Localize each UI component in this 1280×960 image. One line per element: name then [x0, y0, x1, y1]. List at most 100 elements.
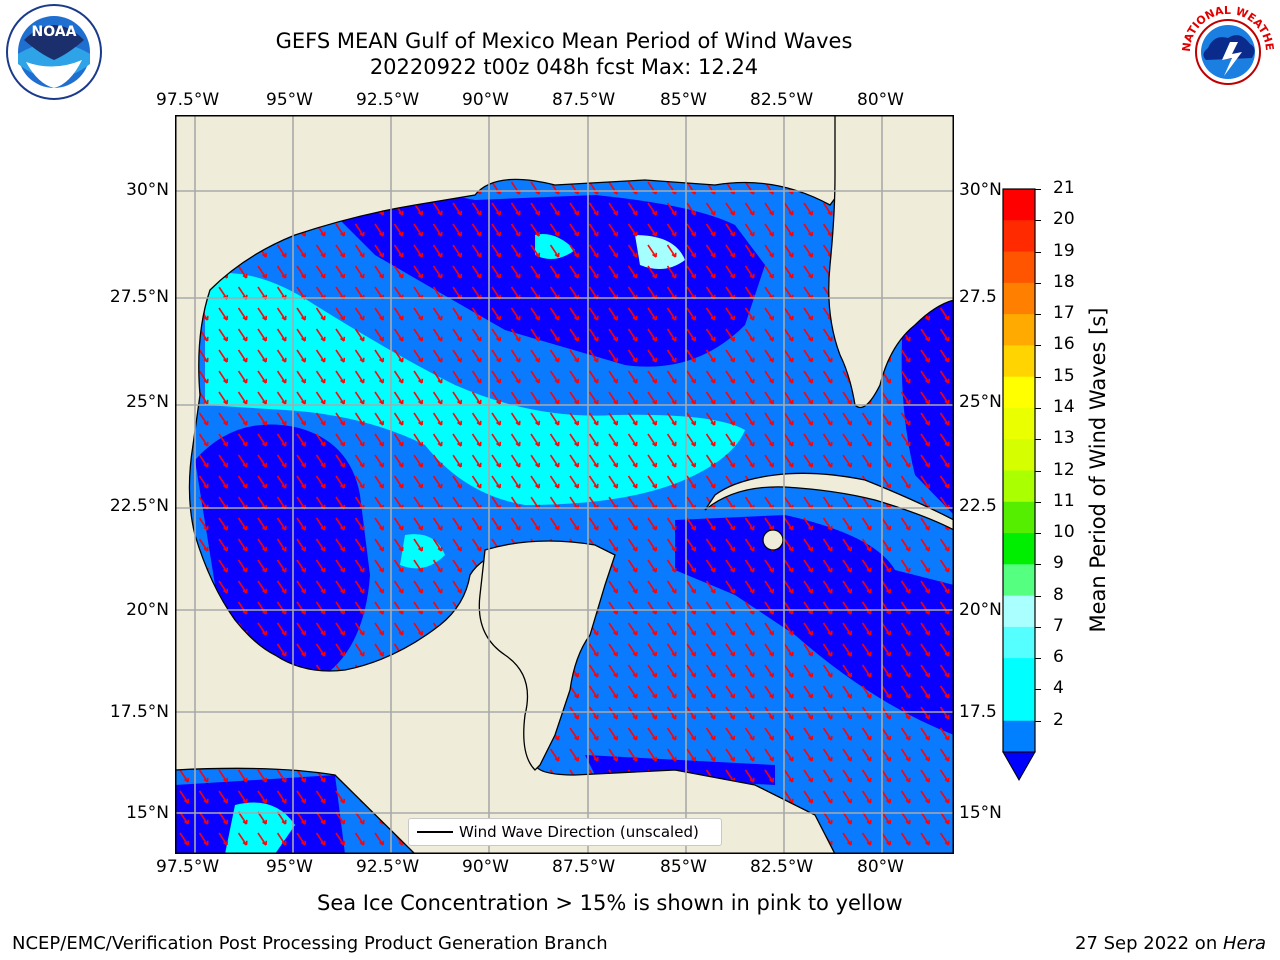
colorbar-tick-mark: [1035, 689, 1041, 691]
colorbar-tick-label: 7: [1053, 615, 1064, 636]
graticule: [175, 115, 954, 854]
colorbar-segment: [1003, 220, 1035, 253]
nws-logo: NATIONAL WEATHER SERVICE: [1178, 2, 1276, 98]
colorbar-tick-label: 21: [1053, 178, 1075, 198]
colorbar-tick-mark: [1035, 439, 1041, 441]
lat-label-right: 15°N: [959, 803, 1002, 823]
colorbar: [1002, 188, 1036, 782]
date-text: 27 Sep 2022 on: [1075, 933, 1223, 954]
lat-label-right: 20°N: [959, 600, 1002, 620]
colorbar-tick-mark: [1035, 314, 1041, 316]
lat-label-right: 27.5: [959, 287, 997, 307]
lon-label-top: 82.5°W: [750, 90, 814, 110]
colorbar-tick-label: 13: [1053, 428, 1075, 449]
lon-label-top: 97.5°W: [156, 90, 220, 110]
lat-label-left: 15°N: [126, 803, 169, 823]
noaa-logo-text: NOAA: [32, 24, 77, 40]
lon-label-top: 85°W: [660, 90, 707, 110]
colorbar-tick-label: 14: [1053, 396, 1075, 417]
colorbar-label: Mean Period of Wind Waves [s]: [1086, 307, 1110, 633]
colorbar-tick-mark: [1035, 376, 1041, 378]
colorbar-segment: [1003, 720, 1035, 753]
lat-label-left: 30°N: [126, 180, 169, 200]
lat-label-left: 25°N: [126, 392, 169, 412]
colorbar-tick-label: 15: [1053, 365, 1075, 386]
colorbar-tick-mark: [1035, 564, 1041, 566]
colorbar-segment: [1003, 470, 1035, 503]
colorbar-extend-triangle: [1002, 751, 1036, 782]
colorbar-segment: [1003, 282, 1035, 315]
colorbar-tick-mark: [1035, 189, 1041, 190]
legend-label: Wind Wave Direction (unscaled): [459, 823, 699, 841]
colorbar-tick-mark: [1035, 220, 1041, 222]
lat-label-left: 22.5°N: [109, 496, 169, 516]
lon-label-bottom: 80°W: [857, 857, 904, 877]
lon-label-top: 90°W: [462, 90, 509, 110]
lat-label-left: 17.5°N: [109, 702, 169, 722]
map-legend: Wind Wave Direction (unscaled): [408, 818, 722, 846]
lon-label-bottom: 85°W: [660, 857, 707, 877]
colorbar-tick-label: 18: [1053, 271, 1075, 292]
lon-label-top: 80°W: [857, 90, 904, 110]
colorbar-segment: [1003, 251, 1035, 284]
lat-label-left: 27.5°N: [109, 287, 169, 307]
lon-label-bottom: 90°W: [462, 857, 509, 877]
colorbar-tick-mark: [1035, 501, 1041, 503]
host-name: Hera: [1222, 933, 1266, 954]
map-frame: [175, 115, 954, 854]
lat-label-right: 17.5: [959, 702, 997, 722]
colorbar-tick-label: 2: [1053, 709, 1064, 730]
colorbar-tick-label: 19: [1053, 240, 1075, 261]
legend-line-icon: [417, 831, 453, 833]
colorbar-tick-mark: [1035, 282, 1041, 284]
colorbar-segment: [1003, 439, 1035, 471]
colorbar-tick-label: 9: [1053, 553, 1064, 574]
colorbar-segment: [1003, 595, 1035, 628]
colorbar-tick-mark: [1035, 626, 1041, 628]
sea-ice-note: Sea Ice Concentration > 15% is shown in …: [317, 891, 903, 915]
colorbar-segment: [1003, 501, 1035, 534]
land-mexico-usa: [175, 115, 954, 854]
colorbar-segment: [1003, 314, 1035, 346]
colorbar-tick-label: 10: [1053, 522, 1075, 543]
lon-label-bottom: 92.5°W: [356, 857, 420, 877]
branch-credit: NCEP/EMC/Verification Post Processing Pr…: [12, 933, 608, 954]
land-isle-of-youth: [762, 529, 784, 551]
colorbar-tick-mark: [1035, 720, 1041, 722]
colorbar-segment: [1003, 533, 1035, 565]
colorbar-tick-mark: [1035, 345, 1041, 347]
lon-label-bottom: 97.5°W: [156, 857, 220, 877]
colorbar-tick-mark: [1035, 658, 1041, 660]
lat-label-right: 25°N: [959, 392, 1002, 412]
lon-label-bottom: 95°W: [266, 857, 313, 877]
lat-label-right: 22.5: [959, 496, 997, 516]
land-cuba: [704, 472, 954, 531]
lon-label-bottom: 82.5°W: [750, 857, 814, 877]
colorbar-segment: [1003, 626, 1035, 659]
colorbar-tick-label: 4: [1053, 678, 1064, 699]
colorbar-tick-label: 11: [1053, 490, 1075, 511]
map-title: GEFS MEAN Gulf of Mexico Mean Period of …: [275, 29, 853, 53]
map-subtitle: 20220922 t00z 048h fcst Max: 12.24: [369, 55, 759, 79]
colorbar-tick-mark: [1035, 470, 1041, 472]
colorbar-tick-label: 12: [1053, 459, 1075, 480]
colorbar-tick-label: 6: [1053, 647, 1064, 668]
lon-label-top: 87.5°W: [552, 90, 616, 110]
colorbar-segment: [1003, 689, 1035, 722]
land-yucatan: [478, 540, 616, 771]
colorbar-tick-label: 20: [1053, 209, 1075, 230]
lat-label-left: 20°N: [126, 600, 169, 620]
lon-label-bottom: 87.5°W: [552, 857, 616, 877]
colorbar-tick-mark: [1035, 533, 1041, 535]
lat-label-right: 30°N: [959, 180, 1002, 200]
colorbar-tick-label: 8: [1053, 584, 1064, 605]
noaa-logo: NOAA: [6, 4, 102, 100]
colorbar-segment: [1003, 658, 1035, 690]
colorbar-tick-mark: [1035, 251, 1041, 253]
colorbar-tick-label: 17: [1053, 303, 1075, 324]
colorbar-tick-mark: [1035, 407, 1041, 409]
colorbar-segment: [1003, 345, 1035, 378]
colorbar-tick-label: 16: [1053, 334, 1075, 355]
colorbar-tick-mark: [1035, 595, 1041, 597]
lon-label-top: 95°W: [266, 90, 313, 110]
